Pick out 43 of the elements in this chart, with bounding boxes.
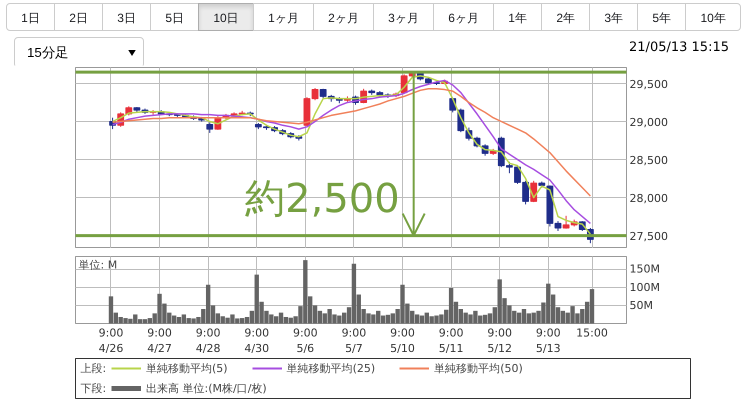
x-tick-label: 9:00 4/27	[147, 326, 172, 356]
text: 2年	[541, 3, 590, 31]
text: 1日	[6, 3, 56, 31]
legend-label: 単純移動平均(25)	[286, 360, 376, 376]
x-tick-label: 9:00 5/10	[390, 326, 415, 356]
text: 2ヶ月	[312, 3, 374, 31]
y-tick-label: 29,000	[630, 116, 668, 129]
x-tick-label: 9:00 4/26	[98, 326, 124, 356]
y-tick-label: 150M	[630, 262, 660, 276]
text: 5日	[150, 3, 200, 31]
text: 2日	[54, 3, 104, 31]
y-tick-label: 27,500	[630, 230, 668, 244]
text: 3日	[102, 3, 152, 31]
y-tick-label: 28,000	[630, 192, 668, 206]
text: 10年	[685, 3, 741, 31]
y-tick-label: 100M	[630, 280, 660, 294]
text: 1年	[493, 3, 542, 31]
x-tick-label: 9:00 4/30	[244, 326, 270, 356]
y-tick-label: 28,500	[630, 154, 668, 168]
text: 15分足	[14, 37, 144, 68]
x-tick-label: 9:00 5/11	[438, 326, 464, 356]
text: 21/05/13 15:15	[629, 39, 729, 57]
x-tick-label: 9:00 5/12	[487, 326, 512, 356]
y-tick-label: 50M	[630, 298, 653, 312]
legend-title: 下段:	[80, 382, 106, 395]
legend-label: 単純移動平均(5)	[146, 360, 228, 376]
text: 6ヶ月	[433, 3, 494, 31]
text: 3ヶ月	[373, 3, 434, 31]
text: 1ヶ月	[252, 3, 314, 31]
text: 5年	[637, 3, 686, 31]
legend-title: 上段:	[80, 362, 106, 375]
x-tick-label: 9:00 4/28	[196, 326, 220, 356]
annotation: 約2,500	[245, 176, 400, 222]
text: 10日	[198, 3, 254, 31]
x-tick-label: 9:00 5/13	[536, 326, 561, 356]
y-tick-label: 29,500	[630, 78, 668, 91]
text: 3年	[589, 3, 638, 31]
x-tick-label: 15:00	[576, 326, 608, 340]
x-tick-label: 9:00 5/6	[292, 326, 318, 356]
legend-label: 出来高 単位:(M株/口/枚)	[146, 380, 267, 396]
legend-label: 単純移動平均(50)	[434, 360, 523, 376]
annotation: 単位: M	[78, 258, 118, 272]
x-tick-label: 9:00 5/7	[342, 326, 366, 356]
